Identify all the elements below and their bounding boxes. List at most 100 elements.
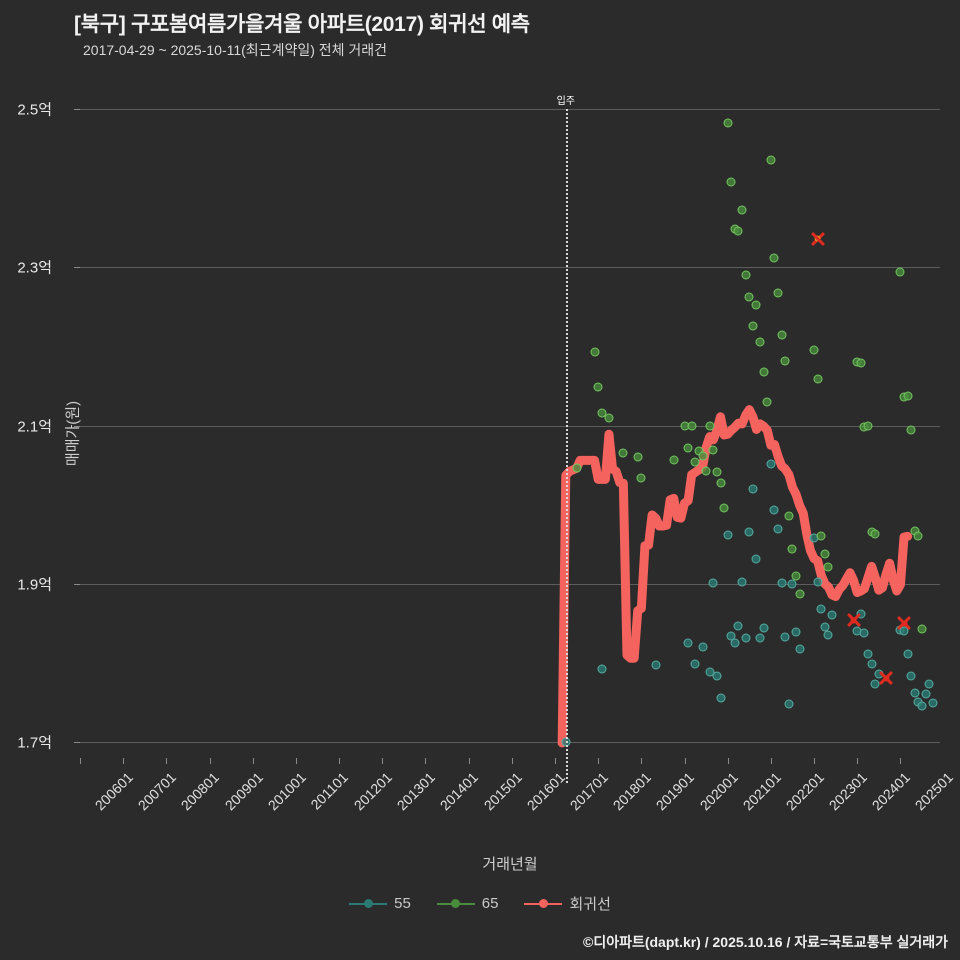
scatter-point-55 bbox=[874, 669, 884, 679]
scatter-point-65 bbox=[784, 511, 794, 521]
y-tick-mark bbox=[74, 108, 80, 110]
scatter-point-55 bbox=[708, 578, 718, 588]
x-tick-mark bbox=[511, 758, 513, 764]
scatter-point-65 bbox=[813, 374, 823, 384]
scatter-point-65 bbox=[856, 358, 866, 368]
x-tick-label: 201601 bbox=[523, 769, 568, 814]
scatter-point-65 bbox=[690, 457, 700, 467]
x-tick-label: 201901 bbox=[653, 769, 698, 814]
scatter-point-55 bbox=[723, 530, 733, 540]
scatter-point-55 bbox=[773, 524, 783, 534]
scatter-point-55 bbox=[910, 688, 920, 698]
scatter-point-55 bbox=[690, 659, 700, 669]
x-tick-label: 201001 bbox=[264, 769, 309, 814]
scatter-point-65 bbox=[633, 452, 643, 462]
scatter-point-65 bbox=[870, 529, 880, 539]
chart-legend: 55 65 회귀선 bbox=[0, 893, 960, 914]
scatter-point-55 bbox=[791, 627, 801, 637]
x-tick-label: 202101 bbox=[739, 769, 784, 814]
scatter-point-65 bbox=[795, 589, 805, 599]
gridline bbox=[80, 425, 940, 427]
x-tick-label: 201301 bbox=[393, 769, 439, 814]
scatter-point-55 bbox=[748, 484, 758, 494]
x-tick-mark bbox=[295, 758, 297, 764]
scatter-point-55 bbox=[928, 698, 938, 708]
scatter-point-65 bbox=[906, 425, 916, 435]
scatter-point-65 bbox=[572, 463, 582, 473]
gridline bbox=[80, 108, 940, 110]
scatter-point-65 bbox=[683, 443, 693, 453]
x-tick-label: 201701 bbox=[566, 769, 612, 814]
x-tick-mark bbox=[857, 758, 859, 764]
scatter-point-65 bbox=[719, 503, 729, 513]
x-tick-label: 200901 bbox=[221, 769, 266, 814]
scatter-point-55 bbox=[766, 459, 776, 468]
scatter-point-55 bbox=[716, 693, 725, 703]
scatter-point-65 bbox=[708, 445, 718, 455]
scatter-point-55 bbox=[780, 632, 790, 642]
scatter-point-65 bbox=[744, 292, 754, 302]
legend-item-55[interactable]: 55 bbox=[349, 895, 411, 912]
scatter-point-55 bbox=[651, 660, 661, 670]
y-tick-label: 2.3억 bbox=[17, 259, 52, 277]
scatter-point-65 bbox=[687, 421, 697, 430]
chart-title: [북구] 구포봄여름가을겨울 아파트(2017) 회귀선 예측 bbox=[74, 13, 530, 36]
scatter-point-55 bbox=[733, 621, 743, 631]
scatter-point-55 bbox=[903, 649, 913, 659]
x-tick-label: 200601 bbox=[91, 769, 137, 814]
scatter-point-65 bbox=[791, 571, 801, 581]
x-tick-mark bbox=[252, 758, 254, 764]
legend-item-회귀선[interactable]: 회귀선 bbox=[524, 893, 611, 914]
y-tick-mark bbox=[74, 267, 80, 269]
x-tick-mark bbox=[641, 758, 643, 764]
x-tick-mark bbox=[123, 758, 125, 764]
scatter-point-65 bbox=[895, 267, 905, 277]
scatter-point-65 bbox=[733, 226, 743, 236]
y-tick-label: 2.1억 bbox=[17, 418, 52, 435]
x-tick-mark bbox=[554, 758, 556, 764]
scatter-point-55 bbox=[705, 667, 715, 677]
scatter-point-65 bbox=[741, 270, 751, 280]
scatter-point-65 bbox=[913, 531, 923, 541]
x-tick-mark bbox=[425, 758, 427, 764]
y-tick-mark bbox=[74, 583, 80, 585]
scatter-point-55 bbox=[921, 689, 931, 699]
scatter-point-55 bbox=[917, 701, 927, 711]
scatter-point-55 bbox=[744, 527, 754, 537]
scatter-point-65 bbox=[903, 391, 913, 401]
scatter-point-65 bbox=[593, 382, 603, 392]
regression-path bbox=[557, 405, 913, 748]
scatter-point-65 bbox=[823, 562, 833, 572]
scatter-point-65 bbox=[737, 205, 747, 215]
scatter-point-55 bbox=[863, 649, 873, 658]
legend-label: 회귀선 bbox=[569, 896, 611, 913]
scatter-point-65 bbox=[820, 549, 830, 559]
annotation-vline bbox=[565, 93, 568, 783]
y-tick-label: 1.7억 bbox=[17, 734, 52, 752]
scatter-point-65 bbox=[762, 397, 772, 407]
x-tick-label: 201801 bbox=[609, 769, 655, 814]
regression-line bbox=[557, 405, 913, 748]
scatter-point-55 bbox=[813, 577, 823, 587]
x-tick-mark bbox=[166, 758, 168, 764]
gridline bbox=[80, 267, 940, 269]
scatter-point-65 bbox=[748, 321, 758, 331]
scatter-point-55 bbox=[751, 554, 761, 563]
x-tick-mark bbox=[770, 758, 772, 764]
scatter-point-65 bbox=[723, 118, 733, 128]
gridline bbox=[80, 583, 940, 585]
scatter-point-55 bbox=[823, 630, 833, 639]
y-tick-label: 2.5억 bbox=[17, 101, 52, 119]
scatter-point-55 bbox=[741, 633, 751, 643]
scatter-point-65 bbox=[769, 253, 779, 263]
scatter-point-55 bbox=[924, 679, 934, 689]
scatter-point-65 bbox=[590, 347, 600, 357]
legend-line-icon bbox=[349, 899, 388, 908]
scatter-point-55 bbox=[730, 638, 740, 648]
y-tick-label: 1.9억 bbox=[17, 576, 52, 594]
y-tick-mark bbox=[74, 425, 80, 427]
annotation-label: 입주 bbox=[555, 92, 576, 107]
legend-item-65[interactable]: 65 bbox=[436, 895, 498, 912]
y-tick-mark bbox=[74, 742, 80, 744]
x-tick-mark bbox=[209, 758, 211, 764]
